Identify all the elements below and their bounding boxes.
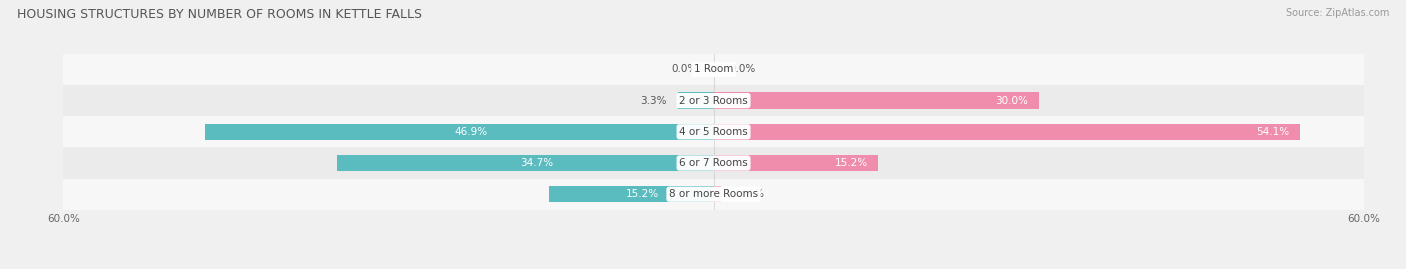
Bar	[713, 124, 1301, 140]
Bar	[548, 186, 713, 202]
Bar	[713, 93, 1039, 109]
Text: 4 or 5 Rooms: 4 or 5 Rooms	[679, 127, 748, 137]
Bar	[205, 124, 713, 140]
Text: 15.2%: 15.2%	[834, 158, 868, 168]
Bar	[63, 179, 1364, 210]
Text: 54.1%: 54.1%	[1256, 127, 1289, 137]
Bar	[713, 186, 721, 202]
Text: 46.9%: 46.9%	[454, 127, 486, 137]
Bar	[63, 147, 1364, 179]
Bar	[337, 155, 713, 171]
Text: 0.0%: 0.0%	[730, 64, 756, 75]
Bar	[63, 54, 1364, 85]
Text: HOUSING STRUCTURES BY NUMBER OF ROOMS IN KETTLE FALLS: HOUSING STRUCTURES BY NUMBER OF ROOMS IN…	[17, 8, 422, 21]
Text: 34.7%: 34.7%	[520, 158, 553, 168]
Text: 3.3%: 3.3%	[641, 95, 666, 106]
Text: 6 or 7 Rooms: 6 or 7 Rooms	[679, 158, 748, 168]
Text: 0.0%: 0.0%	[671, 64, 697, 75]
Text: 8 or more Rooms: 8 or more Rooms	[669, 189, 758, 199]
Bar	[713, 155, 879, 171]
Text: 15.2%: 15.2%	[626, 189, 659, 199]
Text: Source: ZipAtlas.com: Source: ZipAtlas.com	[1285, 8, 1389, 18]
Text: 0.66%: 0.66%	[731, 189, 765, 199]
Bar	[678, 93, 713, 109]
Text: 30.0%: 30.0%	[995, 95, 1028, 106]
Text: 1 Room: 1 Room	[693, 64, 734, 75]
Bar	[63, 85, 1364, 116]
Text: 2 or 3 Rooms: 2 or 3 Rooms	[679, 95, 748, 106]
Bar	[63, 116, 1364, 147]
